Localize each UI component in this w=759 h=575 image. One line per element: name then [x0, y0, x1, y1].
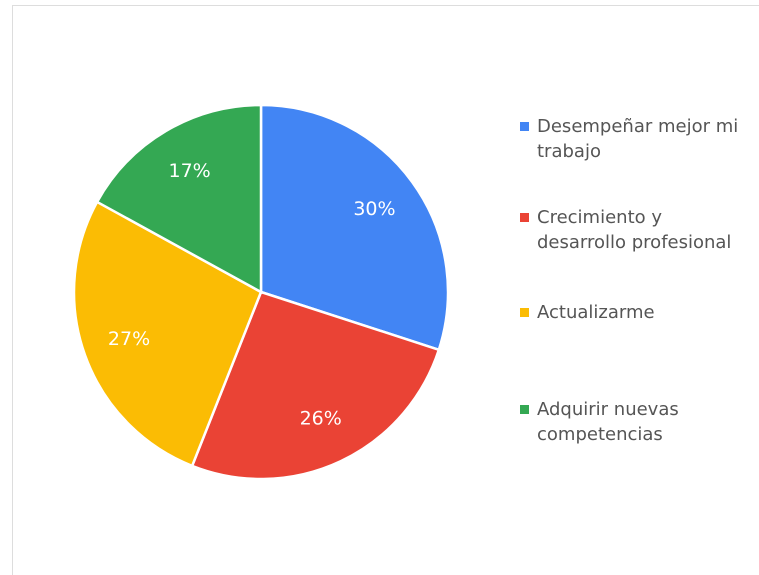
- value-label: 30%: [353, 198, 395, 220]
- frame: [12, 5, 759, 575]
- legend-swatch: [520, 122, 529, 131]
- pie-slice: [259, 103, 450, 352]
- pie-slice: [190, 290, 441, 481]
- pie: 30% 26% 27% 17%: [72, 103, 450, 481]
- value-label: 26%: [300, 407, 342, 429]
- pie-slice: [95, 103, 263, 295]
- legend-label: Crecimiento y desarrollo profesional: [537, 207, 732, 253]
- legend-label: Actualizarme: [537, 302, 655, 323]
- legend-label: Adquirir nuevas competencias: [537, 399, 679, 445]
- legend-swatch: [520, 213, 529, 222]
- legend-item: Adquirir nuevas competencias: [520, 397, 750, 447]
- value-label: 17%: [168, 160, 210, 182]
- legend-swatch: [520, 308, 529, 317]
- legend-item: Actualizarme: [520, 300, 750, 325]
- pie-slice: [72, 200, 263, 468]
- legend-swatch: [520, 405, 529, 414]
- value-label: 27%: [108, 328, 150, 350]
- legend-label: Desempeñar mejor mi trabajo: [537, 116, 739, 162]
- legend-item: Desempeñar mejor mi trabajo: [520, 114, 750, 164]
- legend-item: Crecimiento y desarrollo profesional: [520, 205, 750, 255]
